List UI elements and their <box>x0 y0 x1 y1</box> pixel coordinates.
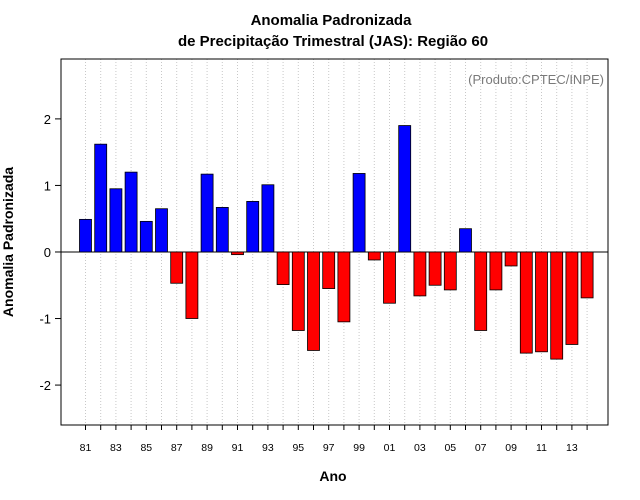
bar-08 <box>489 251 503 291</box>
bar-99 <box>352 173 366 253</box>
bar-92 <box>246 201 260 253</box>
bar-85 <box>139 220 153 253</box>
bar-07 <box>474 251 488 331</box>
bar-95 <box>291 251 305 331</box>
chart-title: Anomalia Padronizada <box>251 12 413 29</box>
bar-11 <box>535 251 548 353</box>
bar-12 <box>550 251 564 360</box>
y-tick-label: 0 <box>44 245 51 260</box>
x-tick-label: 01 <box>384 442 396 454</box>
x-tick-label: 85 <box>140 442 152 454</box>
bar-94 <box>276 251 290 285</box>
bar-14 <box>580 251 594 299</box>
bar-03 <box>413 251 427 297</box>
x-axis-label: Ano <box>319 468 346 484</box>
bar-96 <box>307 251 320 351</box>
bar-97 <box>322 251 336 289</box>
bar-00 <box>367 251 381 261</box>
bar-91 <box>231 251 244 256</box>
x-tick-label: 03 <box>414 442 426 454</box>
x-tick-label: 93 <box>262 442 274 454</box>
y-tick-label: 1 <box>44 178 51 193</box>
x-tick-label: 83 <box>110 442 122 454</box>
bar-84 <box>124 171 138 253</box>
bar-05 <box>443 251 457 291</box>
x-tick-label: 91 <box>232 442 244 454</box>
x-tick-label: 97 <box>323 442 335 454</box>
bar-06 <box>459 228 472 253</box>
x-tick-label: 99 <box>353 442 365 454</box>
x-tick-label: 09 <box>505 442 517 454</box>
bar-83 <box>109 188 123 253</box>
chart-subtitle: de Precipitação Trimestral (JAS): Região… <box>178 33 488 50</box>
bar-87 <box>170 251 184 284</box>
x-tick-label: 07 <box>475 442 487 454</box>
x-tick-label: 05 <box>444 442 456 454</box>
source-credit: (Produto:CPTEC/INPE) <box>468 72 604 87</box>
x-tick-label: 13 <box>566 442 578 454</box>
bar-93 <box>261 184 275 253</box>
bar-98 <box>337 251 351 323</box>
bar-90 <box>215 206 229 253</box>
y-axis-label: Anomalia Padronizada <box>0 167 16 317</box>
y-tick-label: -2 <box>39 378 51 393</box>
bar-01 <box>383 251 396 304</box>
y-axis: -2 -1 0 1 2 <box>39 112 61 393</box>
x-tick-label: 89 <box>201 442 213 454</box>
bar-10 <box>519 251 533 354</box>
bar-88 <box>185 251 199 319</box>
bar-13 <box>565 251 579 345</box>
bar-86 <box>155 208 168 253</box>
x-tick-label: 81 <box>80 442 92 454</box>
bar-09 <box>504 251 518 267</box>
bar-02 <box>398 125 412 253</box>
x-tick-label: 87 <box>171 442 183 454</box>
bar-82 <box>94 143 108 253</box>
y-tick-label: -1 <box>39 312 51 327</box>
plot-frame <box>60 58 609 426</box>
x-tick-label: 11 <box>536 442 547 454</box>
y-tick-label: 2 <box>44 112 51 127</box>
x-axis: 81 83 85 87 89 91 93 95 97 99 01 03 05 07 09 11 13 <box>80 425 588 454</box>
x-tick-label: 95 <box>292 442 304 454</box>
bar-04 <box>428 251 442 286</box>
bars <box>79 125 594 360</box>
bar-81 <box>79 218 92 253</box>
bar-89 <box>200 173 214 253</box>
